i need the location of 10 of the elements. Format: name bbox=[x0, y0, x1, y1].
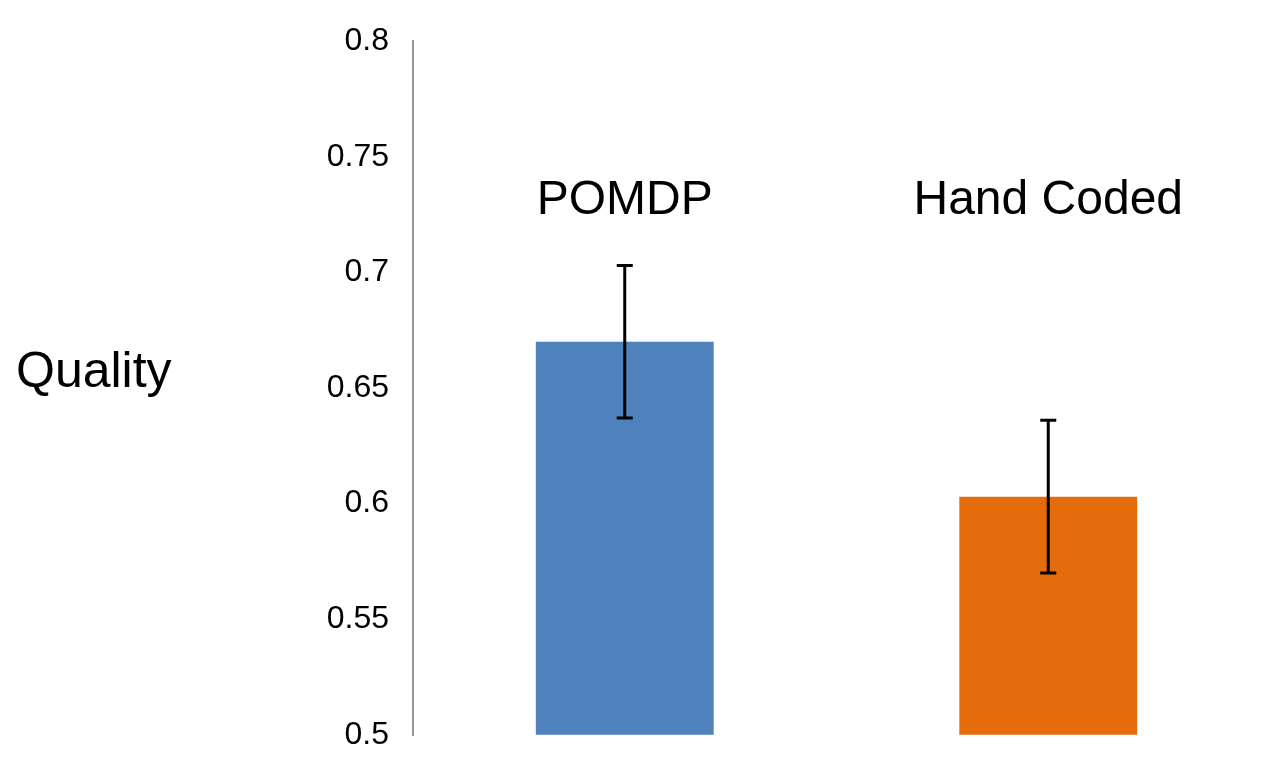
y-tick-label: 0.5 bbox=[344, 714, 389, 751]
y-tick-label: 0.8 bbox=[344, 21, 389, 58]
y-tick-label: 0.65 bbox=[326, 367, 389, 404]
y-tick-label: 0.55 bbox=[326, 599, 389, 636]
y-tick-label: 0.7 bbox=[344, 252, 389, 289]
y-tick-label: 0.75 bbox=[326, 136, 389, 173]
x-tick-label: Hand Coded bbox=[913, 171, 1184, 225]
y-tick-label: 0.6 bbox=[344, 483, 389, 520]
y-axis-title: Quality bbox=[16, 341, 172, 398]
x-tick-label: POMDP bbox=[536, 171, 713, 225]
